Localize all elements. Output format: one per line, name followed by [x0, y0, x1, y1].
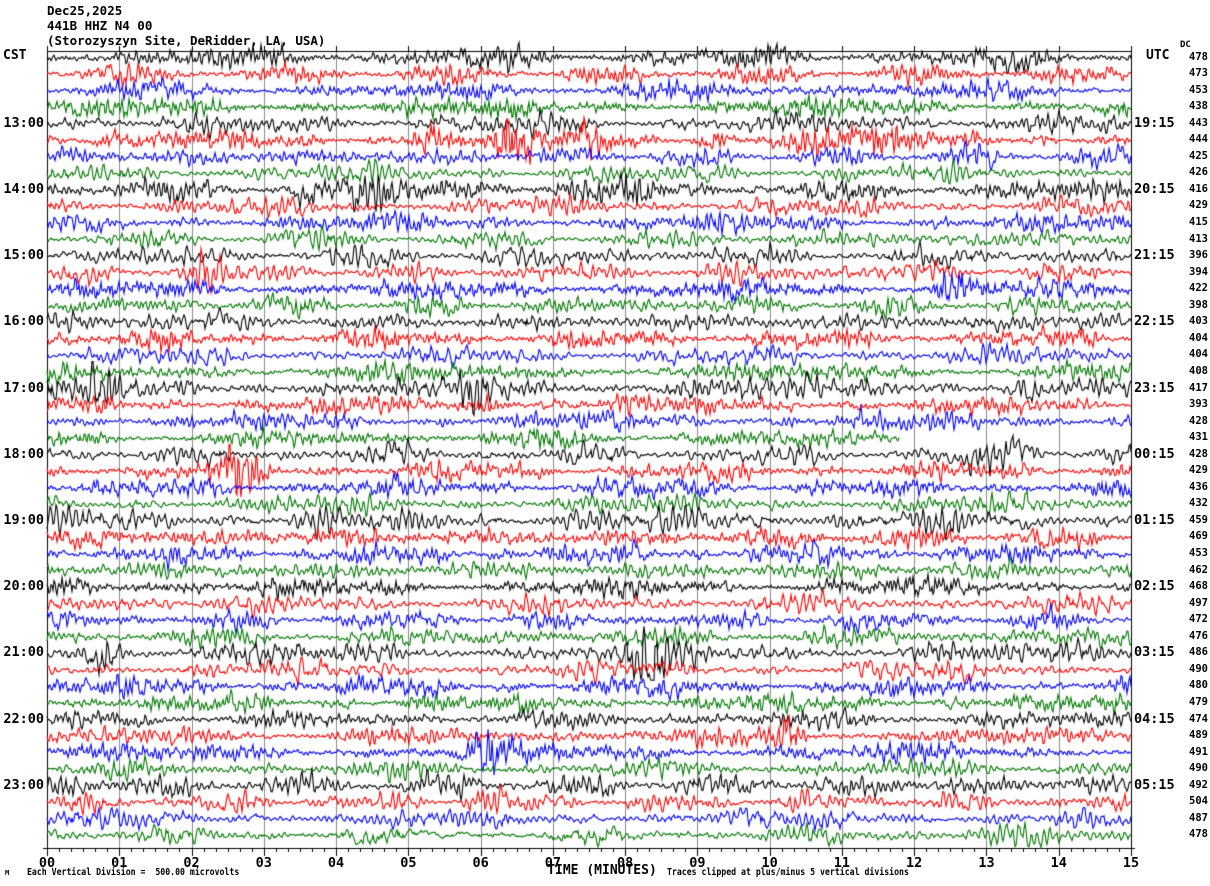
- dc-value: 425: [1189, 149, 1208, 162]
- utc-time-label: 03:15: [1134, 644, 1175, 661]
- utc-time-label: 20:15: [1134, 180, 1175, 197]
- dc-value: 443: [1189, 116, 1208, 129]
- dc-value: 462: [1189, 563, 1208, 576]
- x-tick-label: 00: [38, 855, 56, 871]
- dc-value: 476: [1189, 629, 1208, 642]
- cst-time-label: 13:00: [3, 114, 44, 131]
- dc-value: 453: [1189, 547, 1208, 559]
- dc-value: 416: [1189, 182, 1208, 195]
- dc-value: 468: [1189, 580, 1208, 593]
- dc-value: 480: [1189, 679, 1208, 692]
- dc-value: 478: [1189, 50, 1208, 63]
- x-tick-label: 15: [1122, 855, 1140, 871]
- cst-time-label: 22:00: [3, 710, 44, 727]
- dc-value: 393: [1189, 398, 1208, 411]
- dc-value: 428: [1189, 447, 1208, 460]
- x-tick-label: 11: [833, 855, 851, 871]
- dc-value: 396: [1189, 249, 1208, 262]
- dc-value: 431: [1189, 431, 1208, 444]
- dc-value: 403: [1189, 315, 1208, 328]
- x-tick-label: 01: [111, 855, 128, 871]
- cst-time-label: 18:00: [3, 445, 44, 462]
- cst-time-label: 16:00: [3, 313, 44, 330]
- dc-value: 444: [1189, 133, 1208, 146]
- dc-value: 473: [1189, 67, 1208, 80]
- dc-value: 438: [1189, 100, 1208, 113]
- dc-value: 415: [1189, 216, 1208, 228]
- dc-value: 489: [1189, 729, 1208, 742]
- x-tick-label: 10: [761, 855, 778, 871]
- dc-value: 453: [1189, 83, 1208, 96]
- clipping-note: Traces clipped at plus/minus 5 vertical …: [667, 867, 909, 878]
- dc-column-header: DC: [1180, 40, 1191, 50]
- dc-value: 497: [1189, 596, 1208, 609]
- dc-value: 492: [1189, 778, 1208, 791]
- dc-value: 479: [1189, 695, 1208, 708]
- x-tick-label: 14: [1050, 855, 1067, 871]
- utc-time-label: 22:15: [1134, 313, 1175, 330]
- dc-value: 417: [1189, 381, 1208, 394]
- dc-value: 426: [1189, 166, 1208, 179]
- utc-time-label: 00:15: [1134, 445, 1175, 462]
- dc-value: 490: [1189, 662, 1208, 675]
- utc-time-label: 19:15: [1134, 114, 1175, 131]
- dc-value: 408: [1189, 364, 1208, 377]
- cst-time-label: 20:00: [3, 578, 44, 595]
- dc-value: 404: [1189, 348, 1208, 361]
- utc-time-label: 02:15: [1134, 578, 1175, 595]
- vertical-division-note: Each Vertical Division = 500.00 microvol…: [27, 867, 240, 878]
- dc-value: 504: [1189, 795, 1208, 808]
- x-tick-label: 13: [978, 855, 995, 871]
- x-tick-label: 02: [183, 855, 200, 871]
- dc-value: 478: [1189, 828, 1208, 841]
- corner-watermark: M: [5, 869, 10, 877]
- dc-value: 490: [1189, 762, 1208, 775]
- dc-value: 413: [1189, 232, 1208, 245]
- utc-time-label: 01:15: [1134, 511, 1175, 528]
- utc-time-label: 23:15: [1134, 379, 1175, 396]
- x-tick-label: 07: [544, 855, 561, 871]
- dc-value: 432: [1189, 497, 1208, 510]
- x-tick-label: 09: [689, 855, 706, 871]
- header-date: Dec25,2025: [47, 3, 123, 18]
- left-timezone-label: CST: [3, 48, 27, 63]
- cst-time-label: 15:00: [3, 247, 44, 264]
- header-site: (Storozyszyn Site, DeRidder, LA, USA): [47, 33, 326, 48]
- cst-time-label: 17:00: [3, 379, 44, 396]
- x-tick-label: 12: [906, 855, 923, 871]
- cst-time-label: 14:00: [3, 180, 44, 197]
- x-tick-label: 04: [327, 855, 345, 871]
- dc-value: 428: [1189, 414, 1208, 427]
- dc-value: 429: [1189, 199, 1208, 212]
- dc-value: 404: [1189, 331, 1208, 344]
- utc-time-label: 21:15: [1134, 247, 1175, 264]
- x-tick-label: 03: [255, 855, 272, 871]
- utc-time-label: 05:15: [1134, 776, 1175, 793]
- dc-value: 487: [1189, 811, 1208, 824]
- cst-time-label: 21:00: [3, 644, 44, 661]
- x-tick-label: 08: [616, 855, 634, 871]
- dc-value: 474: [1189, 712, 1208, 725]
- dc-value: 469: [1189, 530, 1208, 543]
- x-tick-label: 05: [400, 855, 417, 871]
- dc-value: 459: [1189, 513, 1208, 526]
- dc-value: 491: [1189, 745, 1208, 758]
- dc-value: 472: [1189, 613, 1208, 626]
- header-station: 441B HHZ N4 00: [47, 18, 153, 33]
- dc-value: 422: [1189, 282, 1208, 295]
- right-timezone-label: UTC: [1146, 48, 1170, 63]
- dc-value: 429: [1189, 464, 1208, 477]
- x-tick-label: 06: [472, 855, 489, 871]
- dc-value: 398: [1189, 298, 1208, 311]
- dc-value: 436: [1189, 480, 1208, 493]
- cst-time-label: 23:00: [3, 776, 44, 793]
- x-axis-title: TIME (MINUTES): [547, 863, 657, 878]
- dc-value: 486: [1189, 646, 1208, 659]
- cst-time-label: 19:00: [3, 511, 44, 528]
- utc-time-label: 04:15: [1134, 710, 1175, 727]
- dc-value: 394: [1189, 265, 1208, 278]
